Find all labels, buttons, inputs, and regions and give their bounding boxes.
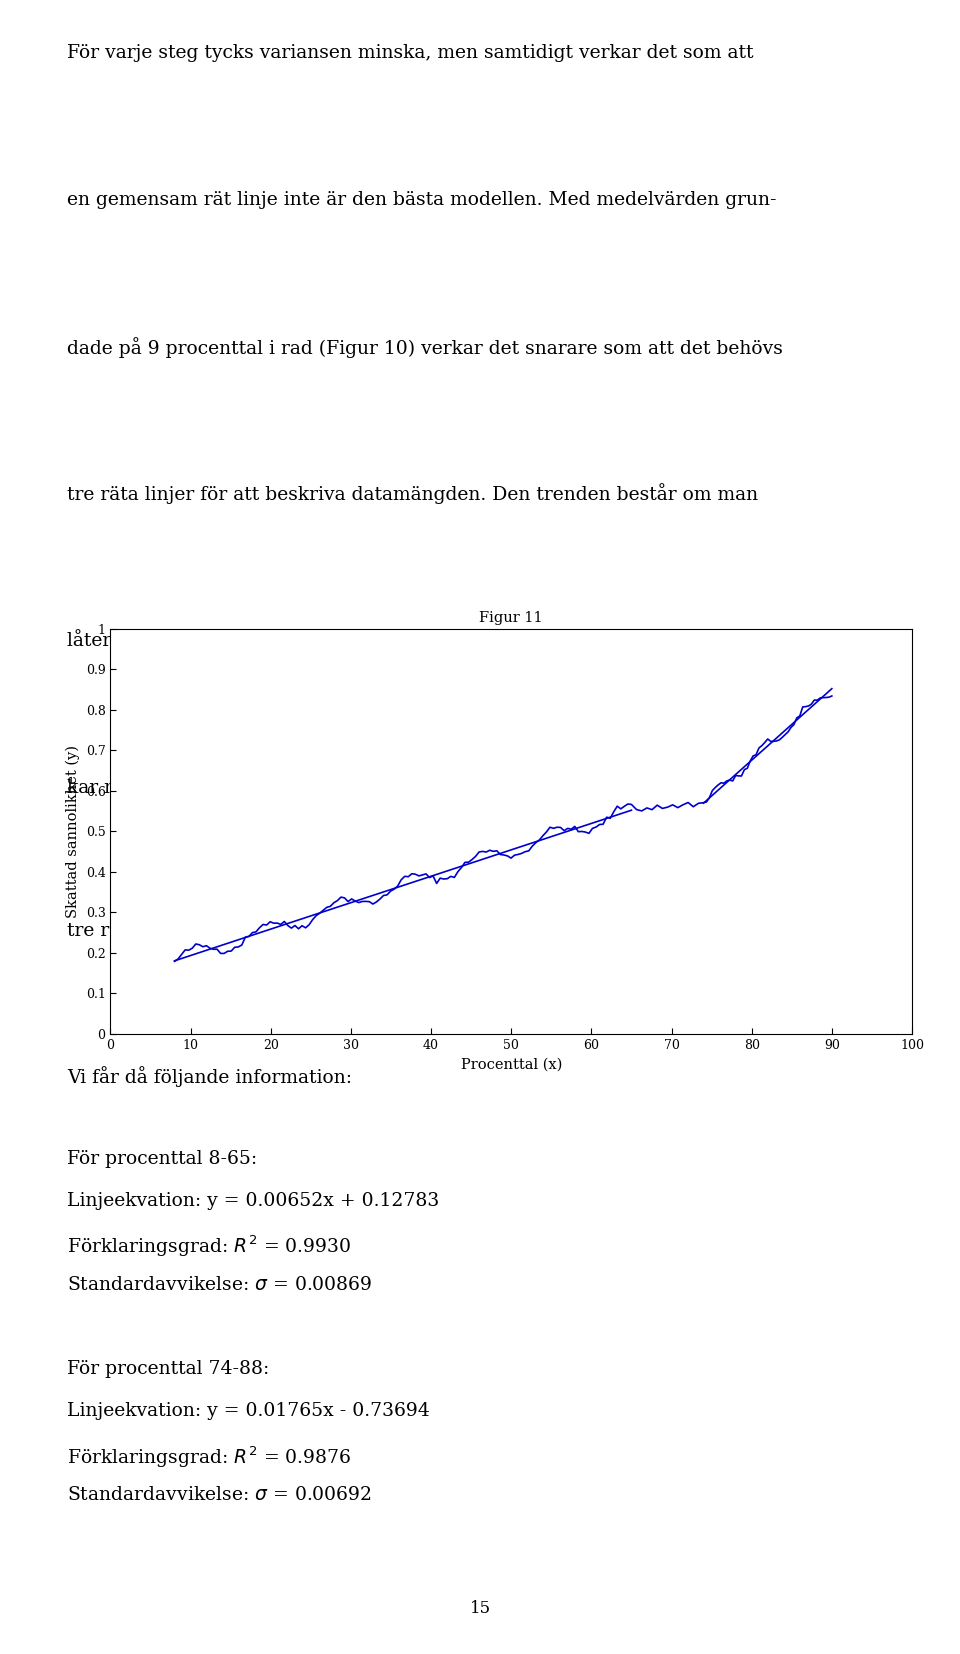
Text: 15: 15 xyxy=(469,1599,491,1618)
Text: en gemensam rät linje inte är den bästa modellen. Med medelvärden grun-: en gemensam rät linje inte är den bästa … xyxy=(67,190,777,208)
Text: Förklaringsgrad: $R^2$ = 0.9876: Förklaringsgrad: $R^2$ = 0.9876 xyxy=(67,1444,351,1469)
Text: För varje steg tycks variansen minska, men samtidigt verkar det som att: För varje steg tycks variansen minska, m… xyxy=(67,45,754,63)
Text: För procenttal 8-65:: För procenttal 8-65: xyxy=(67,1150,257,1168)
Text: Standardavvikelse: $\sigma$ = 0.00692: Standardavvikelse: $\sigma$ = 0.00692 xyxy=(67,1485,372,1503)
Title: Figur 11: Figur 11 xyxy=(479,610,543,625)
Text: Standardavvikelse: $\sigma$ = 0.00869: Standardavvikelse: $\sigma$ = 0.00869 xyxy=(67,1275,372,1293)
X-axis label: Procenttal (x): Procenttal (x) xyxy=(461,1057,562,1072)
Text: För procenttal 74-88:: För procenttal 74-88: xyxy=(67,1360,270,1378)
Y-axis label: Skattad sannolikhet (y): Skattad sannolikhet (y) xyxy=(65,744,80,918)
Text: tre räta linjer till datan.: tre räta linjer till datan. xyxy=(67,921,291,939)
Text: dade på 9 procenttal i rad (Figur 10) verkar det snarare som att det behövs: dade på 9 procenttal i rad (Figur 10) ve… xyxy=(67,337,783,357)
Text: Vi får då följande information:: Vi får då följande information: xyxy=(67,1065,352,1087)
Text: Linjeekvation: y = 0.00652x + 0.12783: Linjeekvation: y = 0.00652x + 0.12783 xyxy=(67,1193,440,1209)
Text: Förklaringsgrad: $R^2$ = 0.9930: Förklaringsgrad: $R^2$ = 0.9930 xyxy=(67,1234,351,1259)
Text: kar märkbart så väljer vi att avsluta processen när k=4. Vi anpassar sedan: kar märkbart så väljer vi att avsluta pr… xyxy=(67,776,775,797)
Text: låter processen fortlöpa ytterligare några steg, men då variansen inte mins-: låter processen fortlöpa ytterligare någ… xyxy=(67,630,786,650)
Text: Linjeekvation: y = 0.01765x - 0.73694: Linjeekvation: y = 0.01765x - 0.73694 xyxy=(67,1403,430,1421)
Text: tre räta linjer för att beskriva datamängden. Den trenden består om man: tre räta linjer för att beskriva datamän… xyxy=(67,483,758,504)
